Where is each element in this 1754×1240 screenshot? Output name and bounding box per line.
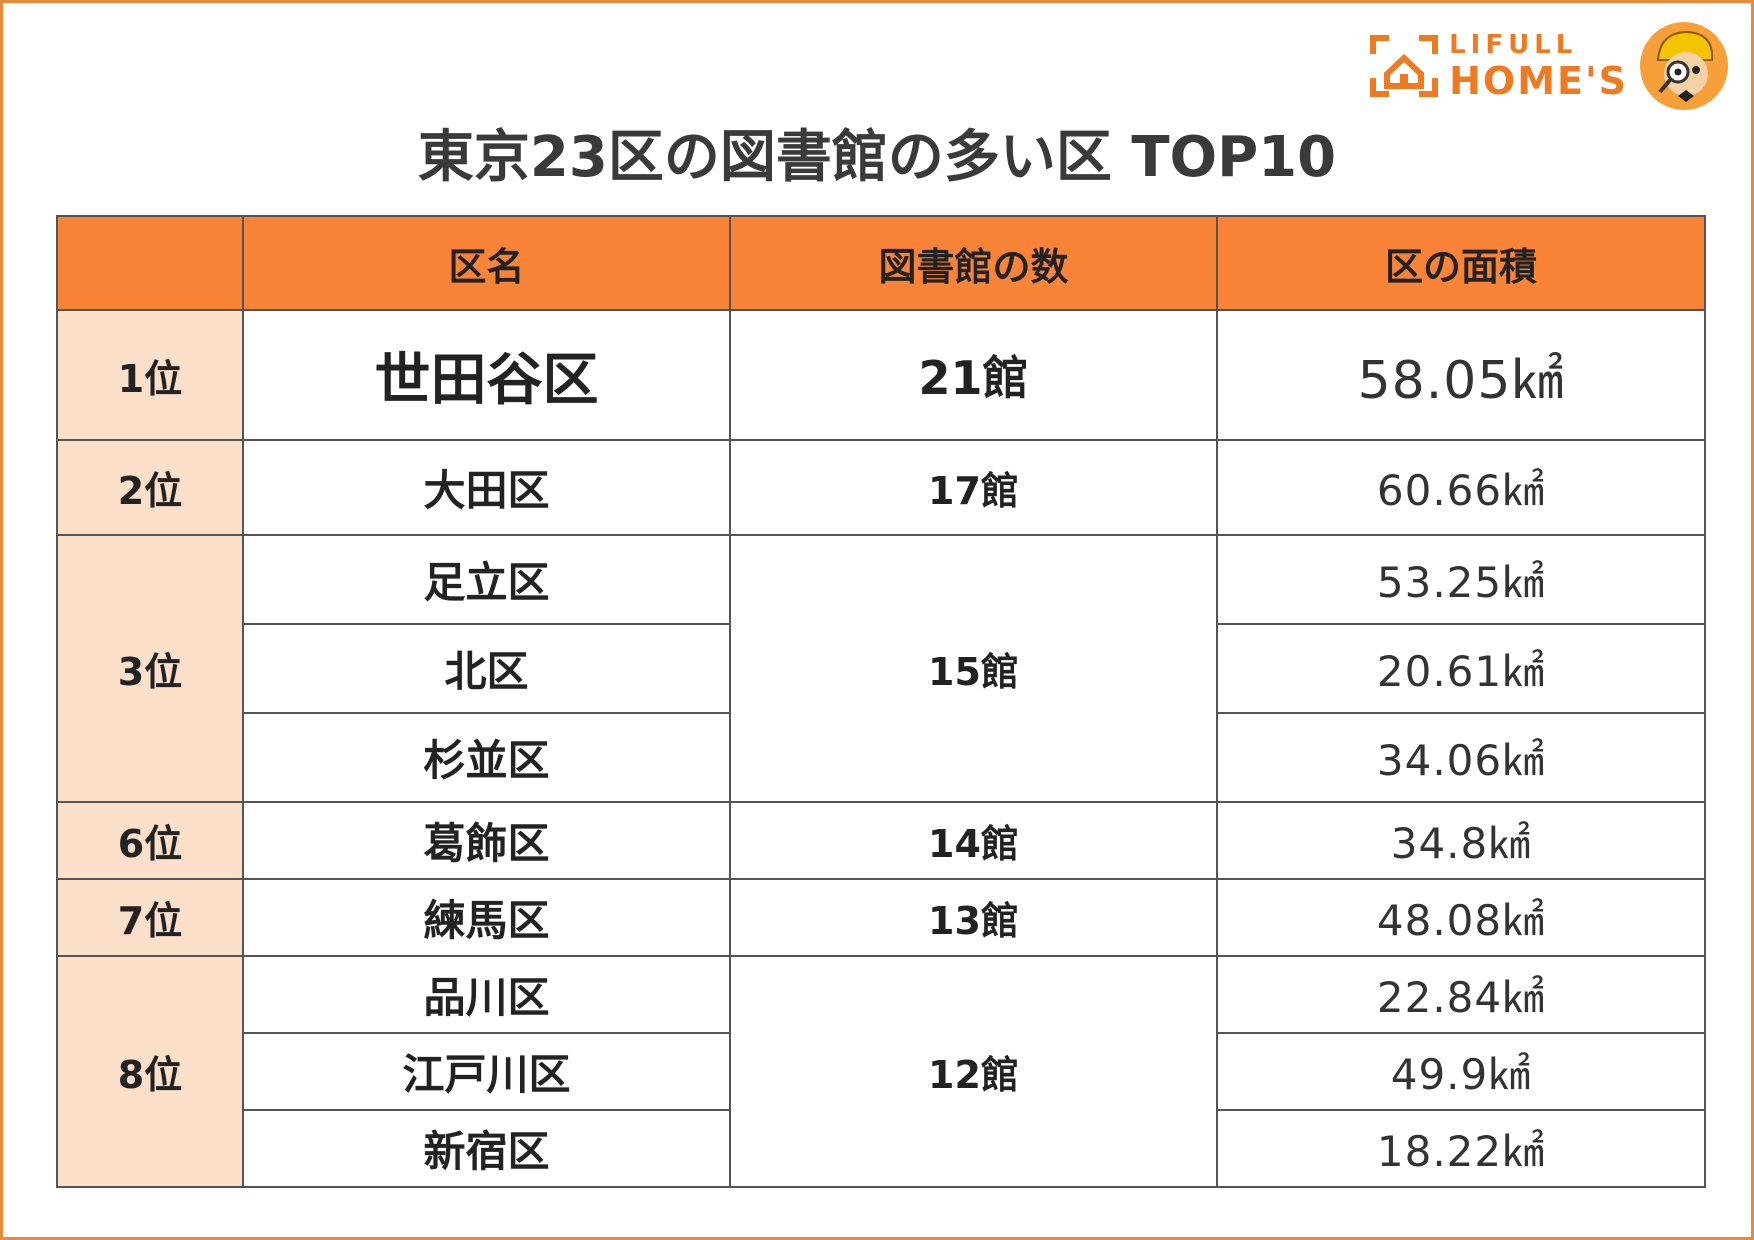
library-count-cell: 17館 <box>729 439 1218 536</box>
ward-name-cell: 杉並区 <box>242 712 731 803</box>
table-row: 1位 世田谷区 21館 58.05㎢ <box>56 309 1706 441</box>
brand-bottom-text: HOME'S <box>1449 59 1628 103</box>
library-ranking-table: 区名 図書館の数 区の面積 1位 世田谷区 21館 58.05㎢ 2位 大田区 … <box>56 215 1706 1188</box>
ward-name-cell: 大田区 <box>242 439 731 536</box>
ward-name-cell: 足立区 <box>242 534 731 625</box>
table-header-row: 区名 図書館の数 区の面積 <box>56 215 1706 311</box>
table-row: 新宿区 18.22㎢ <box>57 1109 1706 1188</box>
library-count-cell: 15館 <box>729 534 1218 803</box>
ward-area-cell: 34.06㎢ <box>1216 712 1706 803</box>
ward-area-cell: 60.66㎢ <box>1216 439 1706 536</box>
ward-area-cell: 58.05㎢ <box>1216 309 1706 441</box>
ward-area-cell: 48.08㎢ <box>1216 878 1706 957</box>
table-row: 江戸川区 49.9㎢ <box>57 1032 1706 1111</box>
table-row: 6位 葛飾区 14館 34.8㎢ <box>56 801 1706 880</box>
brand-top-text: LIFULL <box>1449 30 1578 60</box>
table-row: 8位 品川区 12館 22.84㎢ <box>56 955 1706 1188</box>
ward-area-cell: 34.8㎢ <box>1216 801 1706 880</box>
rank-cell: 7位 <box>56 878 244 957</box>
brand-logo: LIFULL HOME'S <box>1369 20 1730 112</box>
page-title: 東京23区の図書館の多い区 TOP10 <box>417 125 1337 190</box>
library-count-cell: 12館 <box>729 955 1218 1188</box>
rank-cell: 1位 <box>56 309 244 441</box>
library-count-cell: 13館 <box>729 878 1218 957</box>
ward-name-cell: 新宿区 <box>242 1109 731 1188</box>
header-ward-name: 区名 <box>242 215 731 311</box>
ward-name-cell: 品川区 <box>242 955 731 1034</box>
library-count-cell: 21館 <box>729 309 1218 441</box>
ward-name-cell: 世田谷区 <box>242 309 731 441</box>
ward-area-cell: 20.61㎢ <box>1216 623 1706 714</box>
ward-area-cell: 53.25㎢ <box>1216 534 1706 625</box>
table-row: 北区 20.61㎢ <box>57 623 1706 714</box>
ward-area-cell: 18.22㎢ <box>1216 1109 1706 1188</box>
brand-wordmark: LIFULL HOME'S <box>1449 32 1628 100</box>
rank-cell: 6位 <box>56 801 244 880</box>
house-logo-icon <box>1370 35 1439 97</box>
table-row: 2位 大田区 17館 60.66㎢ <box>56 439 1706 536</box>
table-row: 3位 足立区 15館 53.25㎢ <box>56 534 1706 803</box>
table-row: 杉並区 34.06㎢ <box>57 712 1706 803</box>
header-rank <box>56 215 244 311</box>
ward-name-cell: 練馬区 <box>242 878 731 957</box>
rank-cell: 2位 <box>56 439 244 536</box>
mascot-icon <box>1640 22 1728 110</box>
header-ward-area: 区の面積 <box>1216 215 1706 311</box>
ward-name-cell: 葛飾区 <box>242 801 731 880</box>
ward-name-cell: 北区 <box>242 623 731 714</box>
ward-area-cell: 49.9㎢ <box>1216 1032 1706 1111</box>
library-count-cell: 14館 <box>729 801 1218 880</box>
ward-name-cell: 江戸川区 <box>242 1032 731 1111</box>
table-row: 7位 練馬区 13館 48.08㎢ <box>56 878 1706 957</box>
header-library-count: 図書館の数 <box>729 215 1218 311</box>
rank-cell: 3位 <box>56 534 244 803</box>
rank-cell: 8位 <box>56 955 244 1188</box>
ward-area-cell: 22.84㎢ <box>1216 955 1706 1034</box>
